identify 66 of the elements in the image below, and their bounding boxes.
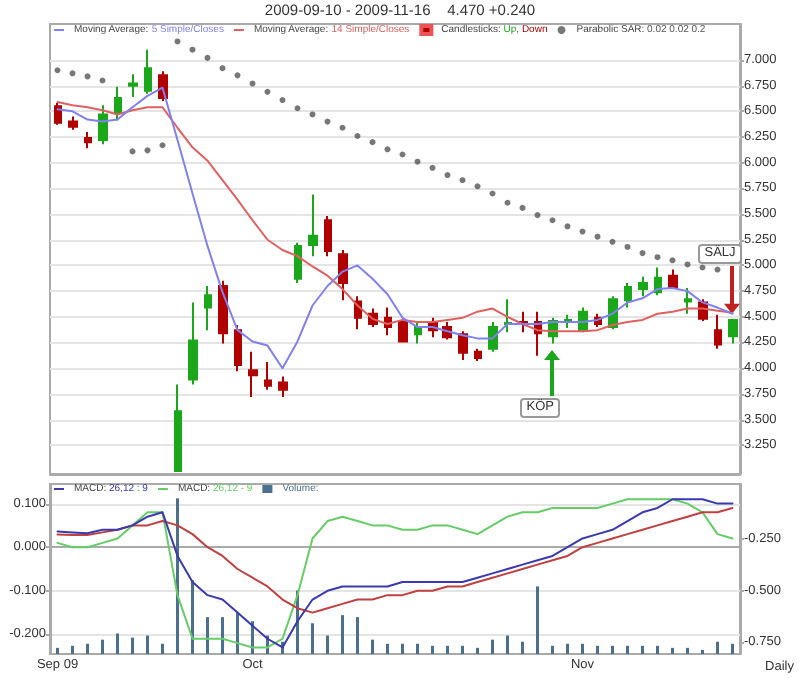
point [579, 228, 586, 235]
candlestick [338, 249, 348, 302]
candlestick [294, 241, 302, 284]
point [669, 257, 676, 264]
point [294, 105, 301, 112]
candlestick [114, 85, 122, 122]
candlestick [308, 193, 318, 258]
candlestick [98, 104, 108, 146]
point [459, 177, 466, 184]
line-series [56, 506, 734, 614]
candlestick [188, 301, 198, 386]
candlestick [174, 383, 182, 472]
candlestick [144, 48, 152, 95]
point [534, 212, 541, 219]
point [249, 80, 256, 87]
point [264, 88, 271, 95]
candlestick [234, 324, 242, 373]
candlestick [728, 317, 738, 345]
point [684, 261, 691, 268]
point [279, 97, 286, 104]
candlestick [398, 316, 408, 343]
point [624, 243, 631, 250]
point [159, 142, 166, 149]
candlestick [54, 102, 62, 126]
point [204, 54, 211, 61]
candlestick [668, 268, 678, 290]
point [174, 38, 181, 45]
candlestick [414, 320, 422, 345]
point [54, 67, 61, 74]
point [369, 139, 376, 146]
point [354, 132, 361, 139]
point [444, 172, 451, 179]
point [219, 65, 226, 72]
candlestick [218, 279, 228, 345]
candlestick [504, 298, 512, 334]
point [99, 77, 106, 84]
candlestick [204, 284, 212, 332]
candlestick [248, 350, 258, 398]
candlestick [714, 313, 722, 350]
point [654, 254, 661, 261]
candlestick [324, 215, 332, 258]
candlestick [458, 330, 468, 361]
candlestick [684, 287, 692, 315]
point [339, 124, 346, 131]
line-series [56, 498, 734, 649]
point [699, 264, 706, 271]
candlestick [264, 361, 272, 391]
candlestick [128, 73, 138, 98]
candlestick [638, 275, 648, 298]
point [714, 266, 721, 273]
point [639, 250, 646, 257]
candlestick [624, 281, 632, 309]
point [399, 151, 406, 158]
point [309, 111, 316, 118]
point [519, 204, 526, 211]
candlestick [84, 130, 92, 150]
point [324, 118, 331, 125]
point [69, 70, 76, 77]
point [489, 190, 496, 197]
point [549, 217, 556, 224]
point [429, 164, 436, 171]
candlestick [68, 115, 78, 131]
point [609, 238, 616, 245]
point [504, 199, 511, 206]
candlestick [278, 375, 288, 398]
candlestick [474, 347, 482, 362]
